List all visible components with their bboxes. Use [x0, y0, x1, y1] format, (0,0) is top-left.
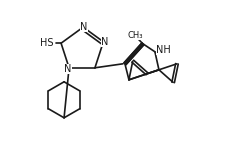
Text: N: N: [80, 22, 87, 32]
Text: HS: HS: [40, 38, 54, 48]
Text: N: N: [64, 64, 71, 74]
Text: CH₃: CH₃: [127, 31, 142, 40]
Text: NH: NH: [155, 45, 169, 55]
Text: N: N: [101, 37, 108, 47]
